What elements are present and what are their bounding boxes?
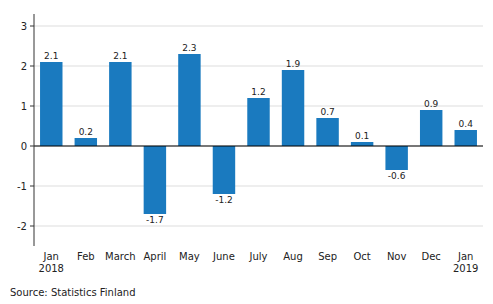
x-tick-label-line: April (143, 251, 166, 262)
bar (144, 146, 166, 214)
x-tick-label-line: Jan (43, 251, 59, 262)
bar (420, 110, 442, 146)
x-tick-label-line: Aug (283, 251, 303, 262)
bar (213, 146, 235, 194)
y-tick (30, 186, 34, 187)
data-label: -1.7 (146, 215, 164, 225)
bars (40, 54, 477, 214)
x-tick-label: Sep (318, 251, 337, 262)
source: Source: Statistics Finland (10, 287, 136, 298)
data-label: 0.4 (459, 119, 474, 129)
x-tick-label: July (249, 251, 268, 262)
grid-line (34, 146, 483, 147)
bar (351, 142, 373, 146)
x-tick-label-line: 2019 (453, 263, 478, 274)
y-tick (30, 226, 34, 227)
data-label: 1.2 (251, 87, 265, 97)
x-tick-label: June (212, 251, 235, 262)
chart: -2-10123Jan2018FebMarchAprilMayJuneJulyA… (0, 0, 493, 304)
bar (316, 118, 338, 146)
y-tick-label: -2 (17, 221, 27, 232)
zero-line (34, 146, 483, 147)
bar (247, 98, 269, 146)
x-tick-label: Jan2018 (39, 251, 64, 274)
x-tick-label-line: Feb (77, 251, 95, 262)
x-tick-label-line: June (212, 251, 235, 262)
x-tick-label: March (105, 251, 135, 262)
bar (385, 146, 407, 170)
data-labels: 2.1 0.2 2.1 -1.7 2.3 -1.2 1.2 1.9 0.7 0.1 -0.6 0.9 0… (44, 43, 473, 225)
x-tick-label-line: Dec (422, 251, 441, 262)
x-tick-label-line: March (105, 251, 135, 262)
bar (40, 62, 62, 146)
grid-line (34, 66, 483, 67)
grid-line (34, 186, 483, 187)
x-axis: Jan2018FebMarchAprilMayJuneJulyAugSepOct… (39, 251, 479, 274)
data-label: 0.1 (355, 131, 369, 141)
y-tick (30, 146, 34, 147)
y-tick-label: 1 (21, 101, 27, 112)
y-tick-label: 0 (21, 141, 27, 152)
x-tick-label: Feb (77, 251, 95, 262)
data-label: 0.7 (320, 107, 334, 117)
y-tick (30, 106, 34, 107)
x-tick-label-line: July (249, 251, 268, 262)
x-tick-label: Aug (283, 251, 303, 262)
x-tick-label-line: Sep (318, 251, 337, 262)
data-label: 0.9 (424, 99, 439, 109)
x-tick-label-line: Oct (353, 251, 370, 262)
x-tick-label: Dec (422, 251, 441, 262)
bar (75, 138, 97, 146)
x-tick-label: May (179, 251, 200, 262)
x-tick-label-line: 2018 (39, 263, 64, 274)
data-label: 2.1 (113, 51, 127, 61)
bar (178, 54, 200, 146)
y-tick (30, 26, 34, 27)
x-tick-label: Nov (387, 251, 407, 262)
data-label: -1.2 (215, 195, 233, 205)
y-tick-label: -1 (17, 181, 27, 192)
y-tick-label: 3 (21, 21, 27, 32)
bar (109, 62, 131, 146)
x-tick-label-line: Nov (387, 251, 407, 262)
data-label: 2.3 (182, 43, 196, 53)
data-label: 2.1 (44, 51, 58, 61)
data-label: 0.2 (79, 127, 93, 137)
data-label: -0.6 (388, 171, 406, 181)
y-tick-label: 2 (21, 61, 27, 72)
y-tick (30, 66, 34, 67)
bar (455, 130, 477, 146)
bar (282, 70, 304, 146)
x-tick-label: Jan2019 (453, 251, 478, 274)
y-axis-line (34, 14, 35, 246)
x-tick-label: Oct (353, 251, 370, 262)
grid (34, 26, 483, 226)
x-tick-label-line: May (179, 251, 200, 262)
grid-line (34, 226, 483, 227)
x-tick-label: April (143, 251, 166, 262)
grid-line (34, 26, 483, 27)
x-tick-label-line: Jan (457, 251, 473, 262)
data-label: 1.9 (286, 59, 301, 69)
y-axis: -2 -1 0 1 2 3 (17, 21, 34, 232)
